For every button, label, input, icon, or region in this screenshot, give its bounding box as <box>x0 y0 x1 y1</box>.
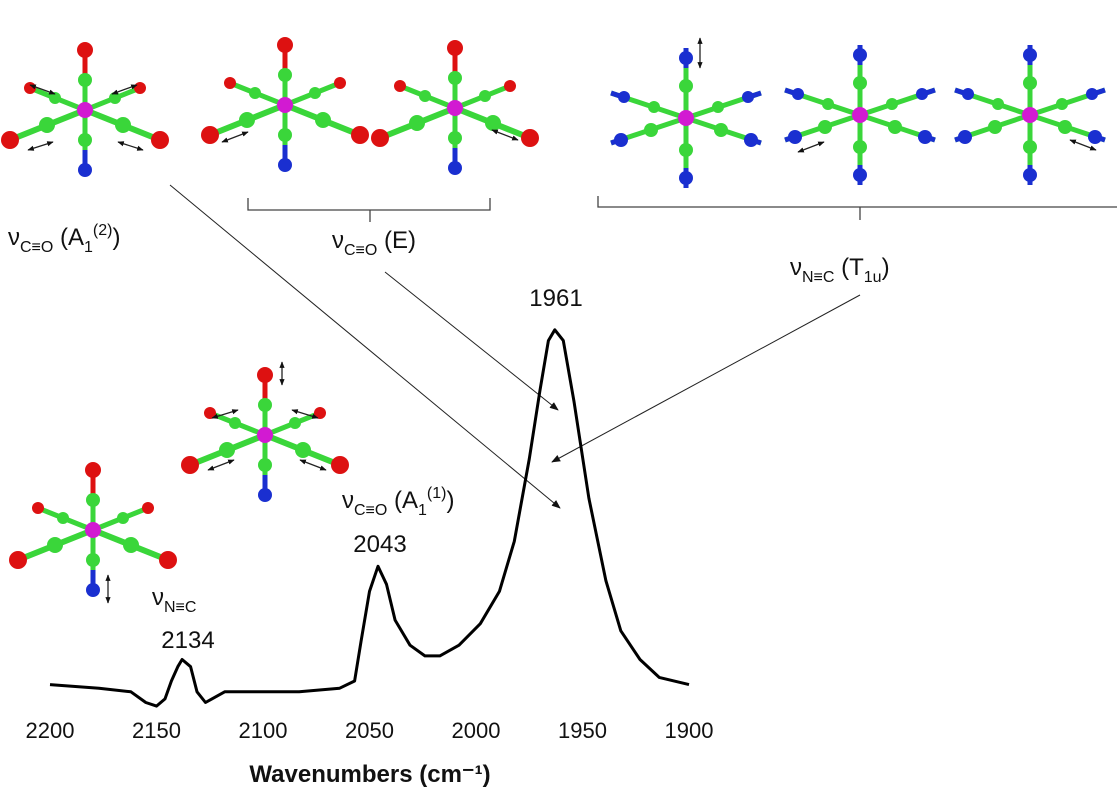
peak-label: 1961 <box>529 285 582 312</box>
x-tick-label: 2100 <box>239 718 288 743</box>
peak-label: 2043 <box>353 531 406 558</box>
x-axis-label: Wavenumbers (cm⁻¹) <box>249 761 490 788</box>
x-tick-label: 2050 <box>345 718 394 743</box>
mode-label: νN≡C <box>152 584 196 616</box>
molecule-illustrations <box>1 37 1105 603</box>
mode-label: νC≡O (E) <box>332 227 416 259</box>
peak-label: 2134 <box>161 627 214 654</box>
x-tick-label: 2200 <box>26 718 75 743</box>
page: νC≡O (A1(2)) νC≡O (E) νN≡C (T1u) νC≡O (A… <box>0 0 1117 797</box>
x-tick-label: 1900 <box>665 718 714 743</box>
annotation-guides <box>170 185 1117 508</box>
mode-label: νC≡O (A1(2)) <box>8 222 120 256</box>
chart: νC≡O (A1(2)) νC≡O (E) νN≡C (T1u) νC≡O (A… <box>0 0 1117 797</box>
mode-label: νN≡C (T1u) <box>790 254 890 286</box>
x-tick-label: 2150 <box>132 718 181 743</box>
mode-label: νC≡O (A1(1)) <box>342 485 454 519</box>
x-tick-label: 2000 <box>452 718 501 743</box>
x-tick-label: 1950 <box>558 718 607 743</box>
